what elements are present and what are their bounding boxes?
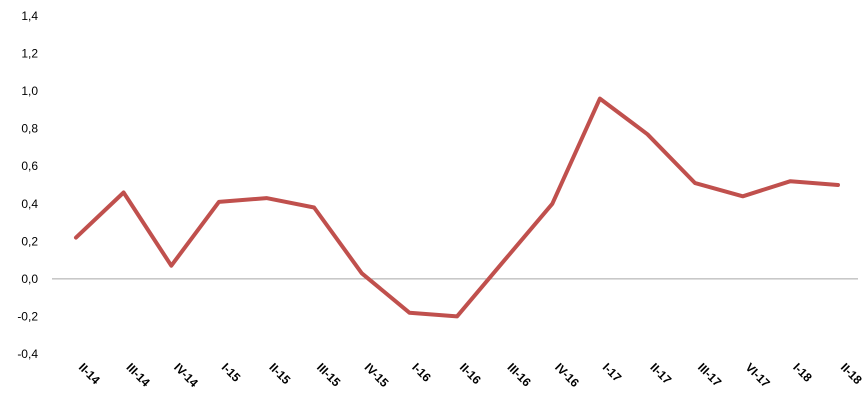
- x-tick-label: III-16: [505, 360, 534, 389]
- x-tick-label: II-16: [457, 360, 484, 387]
- y-axis-ticks: -0,4 -0,2 0,0 0,2 0,4 0,6 0,8 1,0 1,2 1,4: [17, 9, 38, 361]
- y-tick-label: 0,6: [21, 159, 38, 173]
- x-tick-label: IV-14: [171, 360, 201, 390]
- x-tick-label: III-15: [314, 360, 343, 389]
- x-tick-label: I-15: [219, 360, 244, 385]
- y-tick-label: 1,2: [21, 47, 38, 61]
- x-tick-label: IV-16: [552, 360, 582, 390]
- y-tick-label: -0,4: [17, 347, 38, 361]
- y-tick-label: 1,0: [21, 84, 38, 98]
- x-tick-label: I-16: [409, 360, 434, 385]
- x-tick-label: I-17: [600, 360, 625, 385]
- y-tick-label: 0,2: [21, 234, 38, 248]
- x-tick-label: IV-15: [362, 360, 392, 390]
- x-tick-label: II-17: [647, 360, 674, 387]
- x-tick-label: II-15: [266, 360, 293, 387]
- x-tick-label: VI-17: [743, 360, 773, 390]
- y-tick-label: 0,4: [21, 197, 38, 211]
- y-tick-label: 0,8: [21, 122, 38, 136]
- x-tick-label: I-18: [790, 360, 815, 385]
- x-tick-label: II-18: [838, 360, 862, 387]
- y-tick-label: 0,0: [21, 272, 38, 286]
- x-tick-label: II-14: [76, 360, 103, 387]
- series-line: [74, 96, 840, 319]
- x-tick-label: III-17: [695, 360, 724, 389]
- y-tick-label: -0,2: [17, 309, 38, 323]
- x-axis-ticks: II-14 III-14 IV-14 I-15 II-15 III-15 IV-15 I-16…: [76, 360, 862, 390]
- x-tick-label: III-14: [124, 360, 153, 389]
- y-tick-label: 1,4: [21, 9, 38, 23]
- series-layer: [74, 96, 840, 319]
